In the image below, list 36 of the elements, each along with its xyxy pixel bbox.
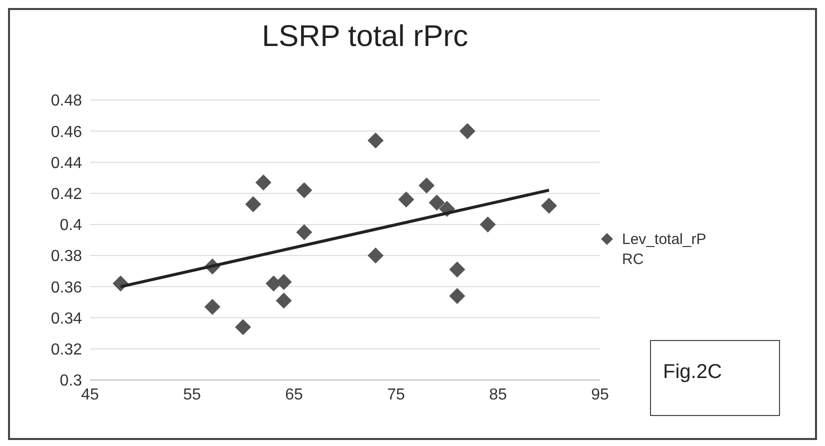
point [276, 292, 292, 309]
y-tick-label: 0.42 [50, 186, 82, 204]
y-tick-label: 0.46 [50, 124, 82, 141]
point [459, 123, 476, 140]
point [204, 298, 220, 315]
y-tick-label: 0.36 [50, 279, 82, 296]
legend-label: Lev_total_rPRC [622, 230, 708, 270]
point [296, 182, 312, 198]
y-tick-label: 0.38 [50, 248, 82, 266]
point [235, 319, 251, 336]
y-tick-label: 0.32 [50, 342, 82, 359]
y-tick-label: 0.34 [50, 310, 82, 328]
x-tick-label: 75 [387, 386, 405, 404]
point [245, 196, 262, 212]
point [449, 288, 466, 304]
caption: Fig.2C [650, 340, 780, 416]
point [418, 178, 435, 194]
point [255, 174, 272, 190]
point [368, 132, 384, 148]
y-tick-label: 0.4 [60, 217, 82, 234]
y-tick-label: 0.3 [60, 372, 82, 390]
x-tick-label: 55 [183, 386, 201, 404]
x-tick-label: 65 [285, 386, 303, 404]
y-tick-label: 0.48 [50, 92, 82, 110]
point [449, 262, 466, 278]
chart-title: LSRP total rPrc [260, 20, 470, 54]
x-tick-label: 95 [591, 386, 609, 404]
point [368, 248, 384, 264]
point [428, 194, 445, 211]
point [398, 192, 414, 208]
x-tick-label: 45 [81, 386, 99, 404]
x-tick-label: 85 [489, 386, 507, 404]
point [541, 198, 557, 214]
y-tick-label: 0.44 [50, 154, 82, 172]
point [296, 224, 312, 240]
point [480, 216, 496, 232]
